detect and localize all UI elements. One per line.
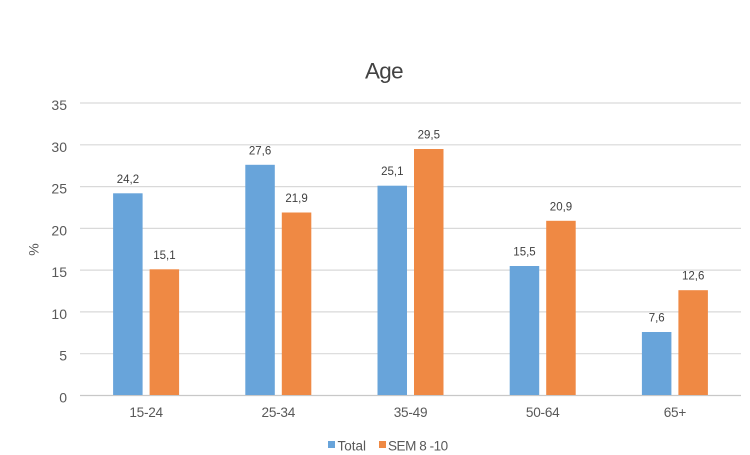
svg-text:20: 20 [51,222,67,238]
svg-text:5: 5 [59,348,67,364]
svg-text:7,6: 7,6 [649,313,665,325]
svg-text:10: 10 [51,306,67,322]
svg-text:25-34: 25-34 [262,405,296,420]
svg-text:Age: Age [365,59,403,84]
svg-text:21,9: 21,9 [285,193,307,205]
svg-text:15,1: 15,1 [153,250,175,262]
svg-text:27,6: 27,6 [249,145,271,157]
svg-text:29,5: 29,5 [418,130,440,142]
svg-text:50-64: 50-64 [526,405,560,420]
svg-text:24,2: 24,2 [117,174,139,186]
svg-text:30: 30 [51,139,67,155]
svg-text:12,6: 12,6 [682,271,704,283]
svg-text:15,5: 15,5 [513,247,535,259]
svg-text:%: % [26,243,42,255]
svg-text:35: 35 [51,97,67,113]
svg-text:25,1: 25,1 [381,166,403,178]
svg-text:0: 0 [59,390,67,406]
svg-text:65+: 65+ [664,405,687,420]
svg-text:SEM 8 -10: SEM 8 -10 [388,439,448,454]
svg-text:15: 15 [51,264,67,280]
svg-text:Total: Total [338,439,367,454]
svg-text:35-49: 35-49 [394,405,428,420]
svg-text:25: 25 [51,181,67,197]
svg-text:20,9: 20,9 [550,201,572,213]
svg-text:15-24: 15-24 [129,405,163,420]
